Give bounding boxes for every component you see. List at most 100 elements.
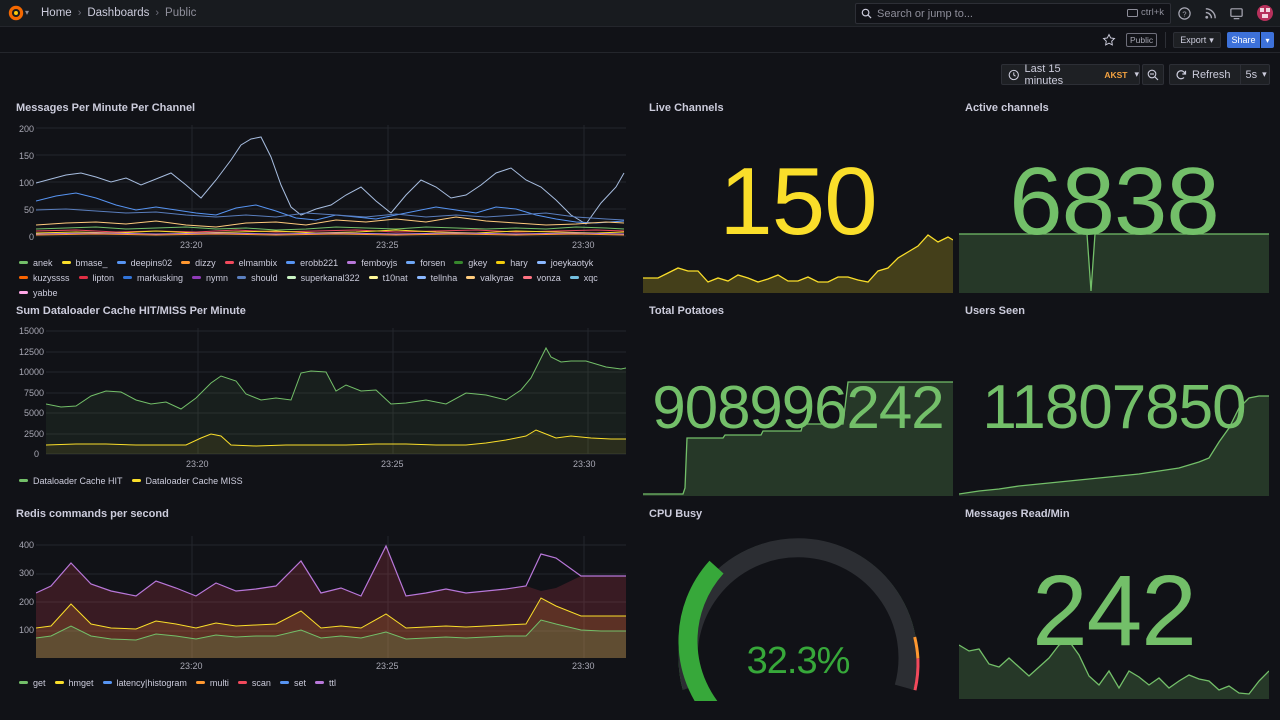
stat-value: 242 (1032, 555, 1197, 667)
legend-item[interactable]: t10nat (368, 272, 408, 283)
legend-item[interactable]: forsen (406, 257, 445, 268)
sparkline (959, 395, 1269, 496)
legend-swatch (123, 276, 133, 279)
chevron-right-icon: › (77, 7, 82, 19)
legend-item[interactable]: kuzyssss (19, 272, 70, 283)
legend-item[interactable]: nymn (192, 272, 228, 283)
legend-swatch (569, 276, 579, 279)
legend-label: get (33, 677, 46, 688)
legend-swatch (536, 261, 546, 264)
legend-item[interactable]: scan (237, 677, 271, 688)
legend-item[interactable]: bmase_ (61, 257, 108, 268)
legend-label: tellnha (430, 272, 458, 283)
legend-swatch (192, 276, 202, 279)
stat-value: 6838 (1009, 148, 1220, 255)
star-icon[interactable] (1102, 33, 1116, 47)
panel-total-potatoes[interactable]: Total Potatoes 908996242 (643, 298, 953, 496)
refresh-button[interactable]: Refresh 5s ▾ (1169, 64, 1270, 85)
time-range-picker[interactable]: Last 15 minutes AKST ▾ (1001, 63, 1140, 87)
public-badge: Public (1126, 33, 1158, 47)
legend-label: vonza (536, 272, 561, 283)
legend-item[interactable]: deepins02 (116, 257, 172, 268)
panel-users-seen[interactable]: Users Seen 11807850 (959, 298, 1269, 496)
timeseries-chart[interactable] (46, 328, 626, 456)
y-tick: 0 (29, 232, 35, 242)
user-avatar[interactable] (1257, 5, 1273, 21)
legend-swatch (19, 291, 28, 294)
breadcrumb-home[interactable]: Home (41, 7, 72, 19)
chevron-down-icon[interactable]: ▾ (25, 8, 30, 17)
legend-item[interactable]: tellnha (416, 272, 458, 283)
legend-item[interactable]: valkyrae (466, 272, 514, 283)
panel-cpu-busy[interactable]: CPU Busy 32.3% (643, 501, 953, 701)
panel-messages-per-minute[interactable]: Messages Per Minute Per Channel 200 150 … (16, 95, 631, 298)
refresh-interval[interactable]: 5s (1245, 68, 1258, 81)
legend-label: multi (209, 677, 229, 688)
share-button[interactable]: Share (1227, 32, 1260, 48)
legend-item[interactable]: hary (496, 257, 528, 268)
y-tick: 150 (19, 151, 35, 161)
panel-active-channels[interactable]: Active channels 6838 (959, 95, 1269, 293)
legend-item[interactable]: yabbe (19, 287, 58, 298)
legend-item[interactable]: femboyjs (347, 257, 397, 268)
legend-item[interactable]: lipton (78, 272, 114, 283)
panel-title: CPU Busy (649, 508, 703, 520)
keyboard-icon (1127, 8, 1139, 17)
panel-messages-read[interactable]: Messages Read/Min 242 (959, 501, 1269, 701)
legend-item[interactable]: erobb221 (286, 257, 338, 268)
search-input[interactable]: Search or jump to... ctrl+k (855, 3, 1171, 24)
panel-title: Total Potatoes (649, 305, 724, 317)
share-menu-button[interactable]: ▾ (1261, 32, 1274, 48)
breadcrumb-dashboards[interactable]: Dashboards (87, 7, 150, 19)
legend-item[interactable]: markusking (123, 272, 183, 283)
legend-item[interactable]: should (237, 272, 278, 283)
panel-title: Redis commands per second (16, 508, 169, 520)
zoom-out-button[interactable] (1142, 64, 1164, 85)
legend-item[interactable]: multi (195, 677, 229, 688)
stat-value: 150 (719, 148, 877, 255)
help-icon[interactable]: ? (1177, 6, 1192, 21)
legend-swatch (368, 276, 378, 279)
export-button[interactable]: Export ▾ (1173, 32, 1221, 48)
legend-item[interactable]: superkanal322 (286, 272, 360, 283)
legend-item[interactable]: latency|histogram (102, 677, 187, 688)
x-tick: 23:20 (180, 240, 203, 250)
legend-item[interactable]: anek (19, 257, 53, 268)
legend-item[interactable]: hmget (54, 677, 94, 688)
legend-item[interactable]: gkey (454, 257, 487, 268)
legend-item[interactable]: ttl (314, 677, 336, 688)
gauge-chart (678, 538, 920, 701)
panel-dataloader-cache[interactable]: Sum Dataloader Cache HIT/MISS Per Minute… (16, 298, 631, 493)
legend-swatch (237, 681, 247, 684)
legend-label: erobb221 (300, 257, 339, 268)
legend-label: Dataloader Cache MISS (145, 475, 243, 486)
legend-swatch (195, 681, 205, 684)
legend-swatch (286, 276, 296, 279)
legend-swatch (454, 261, 464, 264)
rss-icon[interactable] (1203, 6, 1218, 21)
legend-label: ttl (328, 677, 336, 688)
legend-item[interactable]: dizzy (181, 257, 216, 268)
legend-item[interactable]: vonza (522, 272, 561, 283)
legend-item[interactable]: joeykaotyk (536, 257, 594, 268)
timeseries-chart[interactable] (36, 125, 626, 240)
legend-label: joeykaotyk (550, 257, 594, 268)
refresh-label: Refresh (1192, 68, 1231, 81)
legend-item[interactable]: elmambix (224, 257, 277, 268)
legend-label: superkanal322 (300, 272, 360, 283)
legend-label: forsen (420, 257, 446, 268)
x-tick: 23:25 (376, 661, 399, 671)
timeseries-chart[interactable] (36, 536, 626, 658)
tv-mode-icon[interactable] (1229, 6, 1244, 21)
panel-redis-commands[interactable]: Redis commands per second 400 300 200 10… (16, 501, 631, 701)
legend-item[interactable]: xqc (569, 272, 598, 283)
sparkline (643, 381, 953, 496)
grafana-logo-icon[interactable] (7, 4, 25, 22)
legend-item[interactable]: get (19, 677, 46, 688)
legend-item[interactable]: Dataloader Cache MISS (131, 475, 243, 486)
breadcrumb: Home › Dashboards › Public (41, 7, 196, 19)
legend-item[interactable]: set (279, 677, 306, 688)
panel-live-channels[interactable]: Live Channels 150 (643, 95, 953, 293)
chart-legend: Dataloader Cache HIT Dataloader Cache MIS… (19, 475, 629, 486)
legend-item[interactable]: Dataloader Cache HIT (19, 475, 123, 486)
